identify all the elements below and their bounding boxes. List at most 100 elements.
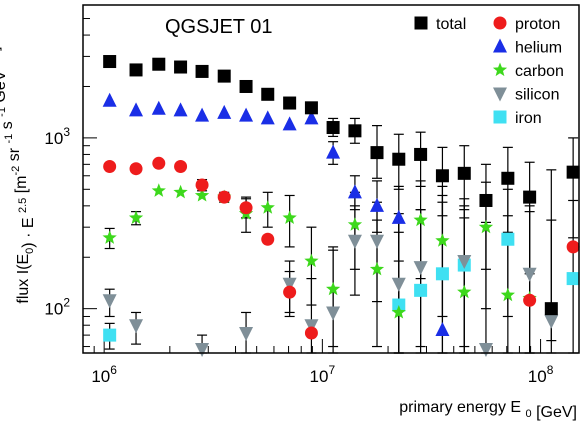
silicon-point [282,277,297,292]
legend-helium-marker [493,38,507,53]
carbon-point [435,233,450,247]
legend-carbon-label: carbon [515,63,564,80]
helium-point [195,107,210,122]
helium-point [391,209,406,224]
proton-point [239,201,253,215]
carbon-point [500,287,515,302]
x-tick-label: 107 [310,363,336,386]
proton-point [129,162,143,176]
helium-point [370,197,385,212]
legend-total-label: total [436,16,466,33]
total-point [414,147,428,161]
carbon-point [304,253,319,268]
total-point [283,96,297,110]
proton-point [103,159,117,173]
chart-title: QGSJET 01 [165,16,272,38]
total-point [103,55,117,69]
helium-point [435,321,450,336]
proton-point [261,232,275,246]
silicon-point [195,343,210,358]
proton-point [174,159,188,173]
legend-proton-label: proton [515,16,560,33]
total-point [392,152,406,166]
carbon-point [478,219,494,234]
helium-point [304,110,319,125]
total-point [348,124,362,138]
total-point [501,171,515,185]
silicon-point [522,267,537,282]
silicon-point [457,255,472,270]
total-point [304,101,318,115]
silicon-point [478,343,493,358]
x-tick-label: 106 [91,363,117,386]
total-point [435,169,449,183]
helium-point [102,92,117,107]
silicon-point [347,234,362,249]
carbon-point [369,261,385,276]
legend-silicon-label: silicon [515,87,559,104]
iron-point [414,283,428,297]
silicon-point [413,261,428,276]
proton-point [195,178,209,192]
carbon-point [128,210,144,224]
carbon-point [102,230,117,244]
total-point [129,63,143,77]
carbon-point [326,281,341,296]
iron-point [501,232,515,246]
markers-layer [102,55,580,358]
legend-helium-label: helium [515,40,562,57]
x-tick-label: 108 [528,363,554,386]
helium-point [129,102,144,117]
carbon-point [391,305,406,319]
helium-point [151,100,166,115]
total-point [326,121,340,135]
silicon-point [544,314,559,329]
helium-point [217,104,232,119]
proton-point [152,156,166,170]
carbon-point [413,212,428,227]
helium-point [282,116,297,131]
total-point [457,166,471,180]
proton-point [523,293,537,307]
helium-point [260,110,275,125]
iron-point [435,267,449,281]
carbon-point [260,200,275,214]
carbon-point [173,184,188,199]
legend-carbon-marker [492,62,508,77]
legend: total proton helium carbon silicon iron [414,16,564,127]
y-tick-label: 102 [44,296,70,319]
helium-point [173,102,188,117]
silicon-point [370,234,385,249]
iron-point [103,328,117,342]
iron-point [566,272,580,286]
total-point [239,79,253,93]
total-point [261,87,275,101]
total-point [217,69,231,83]
carbon-point [151,183,166,197]
frame-layer [82,4,580,354]
silicon-point [239,327,254,342]
total-point [566,165,580,179]
total-point [479,193,493,207]
proton-point [566,240,580,254]
legend-silicon-marker [493,87,507,102]
legend-iron-marker [493,110,507,124]
proton-point [217,190,231,204]
silicon-point [326,306,341,321]
total-point [195,64,209,78]
carbon-point [282,210,297,224]
total-point [152,57,166,71]
y-axis-label: flux I(E0) · E 2.5 [m-2 sr -1 s -1 GeV 1… [0,46,37,303]
silicon-point [102,294,117,309]
helium-point [347,184,362,199]
silicon-point [304,319,319,334]
plot-frame [82,4,580,354]
proton-point [304,326,318,340]
proton-point [283,285,297,299]
silicon-point [129,319,144,334]
silicon-point [391,277,406,292]
total-point [174,60,188,74]
legend-total-marker [414,16,428,30]
total-point [544,302,558,316]
